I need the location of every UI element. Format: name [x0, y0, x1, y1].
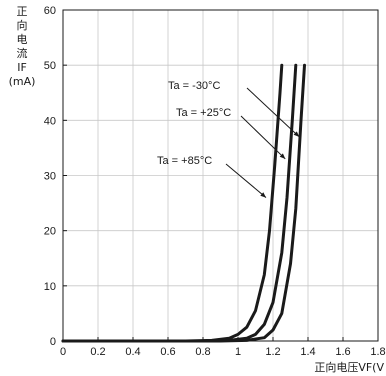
y-axis-label-line: (mA): [9, 75, 36, 88]
series-line: [61, 63, 306, 343]
annotation-arrowhead: [293, 131, 300, 137]
series-annotation-label: Ta = +85°C: [157, 155, 212, 167]
y-axis-label-line: 正: [17, 5, 28, 18]
x-axis-label: 正向电压VF(V: [314, 360, 384, 374]
x-tick-label: 1.6: [335, 346, 350, 358]
x-tick-label: 1.4: [300, 346, 315, 358]
x-tick-label: 0.6: [160, 346, 175, 358]
x-tick-label: 0.2: [90, 346, 105, 358]
y-tick-label: 10: [44, 281, 56, 293]
x-tick-label: 0.8: [195, 346, 210, 358]
x-tick-label: 1.2: [265, 346, 280, 358]
grid-lines: [63, 10, 378, 341]
annotation-arrowhead: [260, 192, 266, 198]
annotation-leader: [240, 115, 286, 160]
series-lines: [61, 63, 306, 343]
y-axis-ticks: 0 10 20 30 40 50 60: [44, 5, 67, 348]
series-annotations: Ta = -30°C Ta = +25°C Ta = +85°C: [157, 80, 300, 198]
x-tick-label: 0: [60, 346, 66, 358]
y-tick-label: 20: [44, 226, 56, 238]
series-line: [61, 63, 284, 343]
annotation-arrowhead: [279, 153, 286, 159]
y-axis-label-line: 流: [17, 46, 28, 60]
series-annotation-label: Ta = -30°C: [168, 80, 220, 92]
y-tick-label: 40: [44, 115, 56, 127]
x-tick-label: 0.4: [125, 346, 140, 358]
y-tick-label: 60: [44, 5, 56, 17]
series-annotation-label: Ta = +25°C: [176, 107, 231, 119]
annotation-leader: [246, 87, 300, 138]
y-tick-label: 0: [50, 336, 56, 348]
x-tick-label: 1.8: [370, 346, 385, 358]
x-tick-label: 1: [235, 346, 241, 358]
y-axis-label-line: 向: [17, 18, 28, 32]
annotation-leader: [225, 163, 267, 198]
y-tick-label: 30: [44, 171, 56, 183]
y-tick-label: 50: [44, 60, 56, 72]
x-axis-ticks: 0 0.2 0.4 0.6 0.8 1 1.2 1.4 1.6 1.8: [60, 337, 386, 358]
y-axis-label-line: IF: [17, 61, 27, 74]
y-axis-label-line: 电: [17, 33, 28, 46]
